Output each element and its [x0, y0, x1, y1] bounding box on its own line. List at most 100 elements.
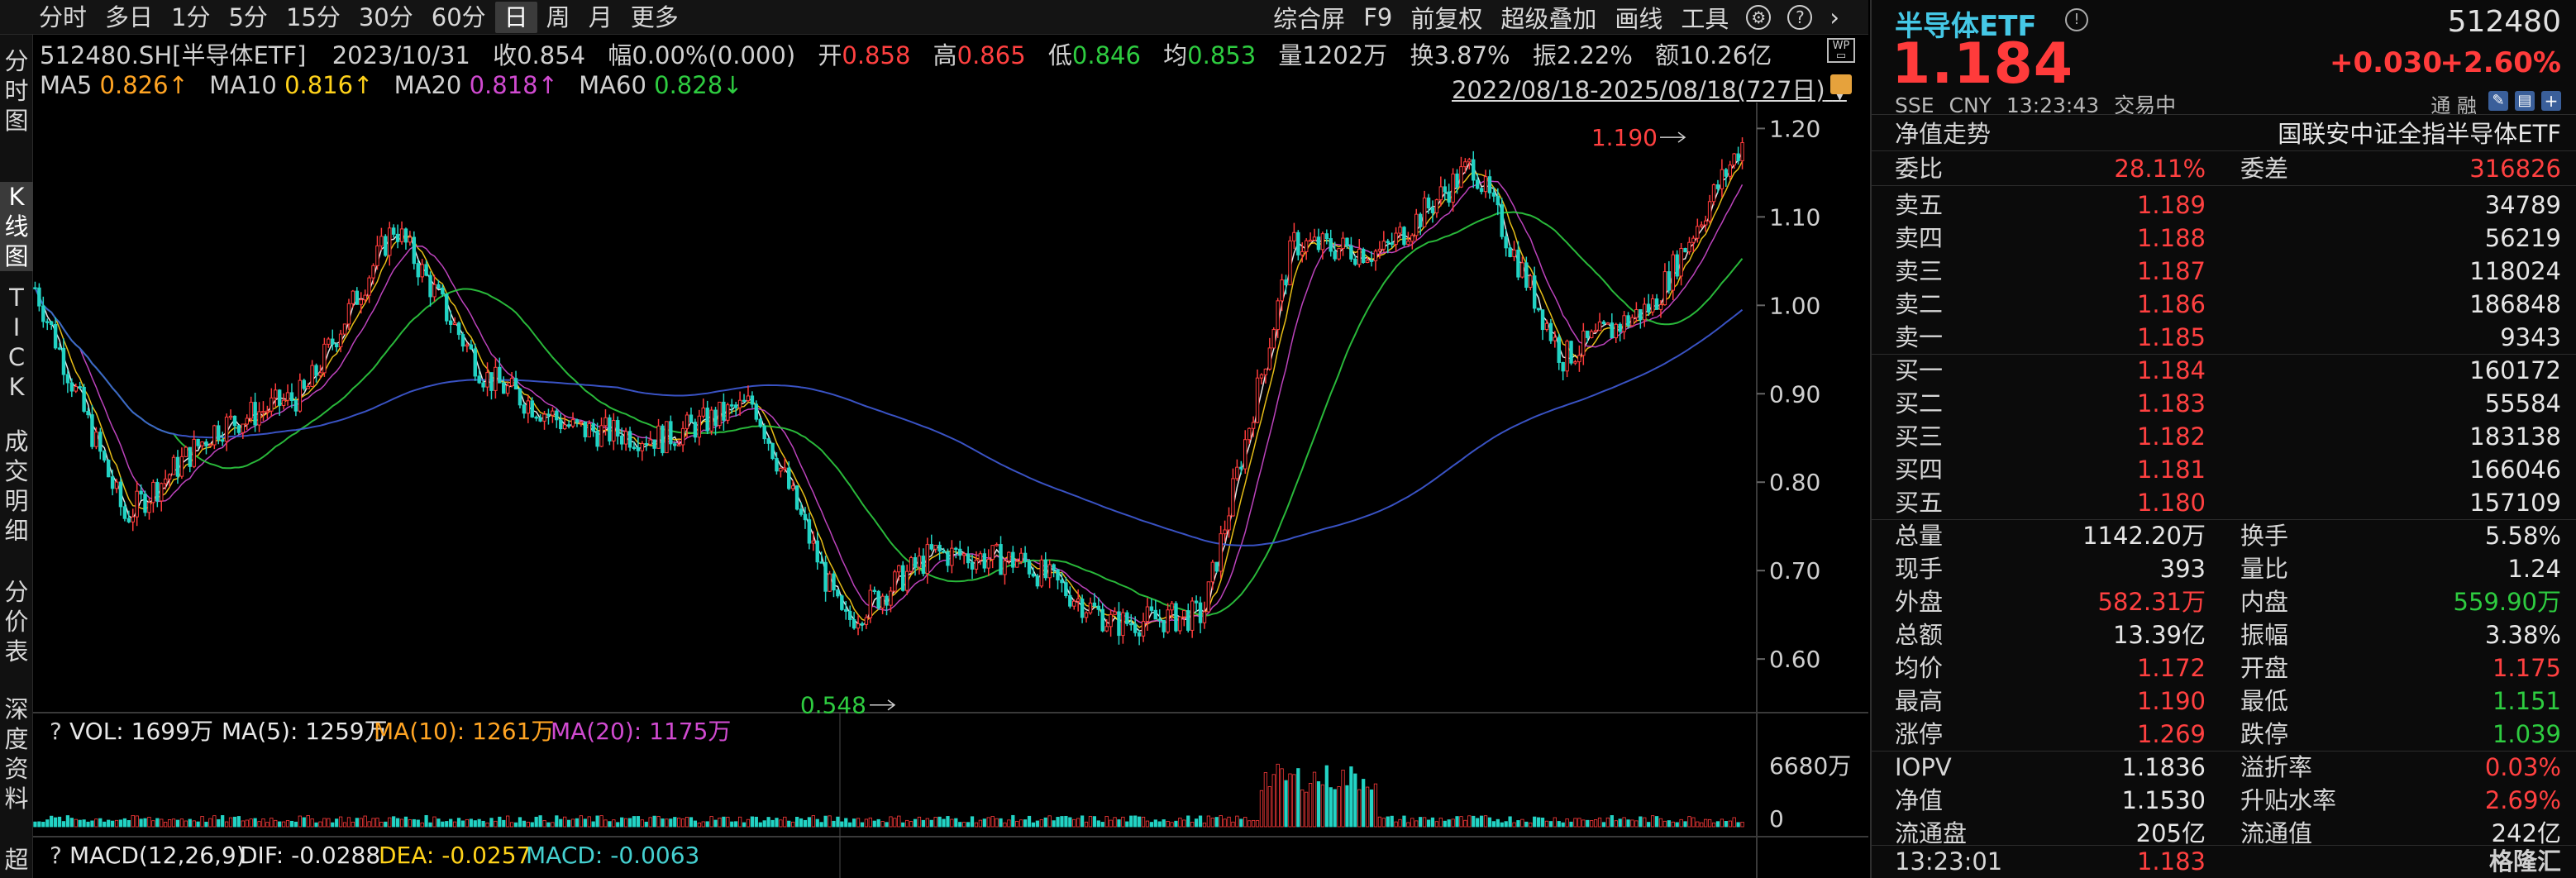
volume-bar [551, 822, 555, 828]
info-icon[interactable]: ! [2065, 8, 2088, 31]
candle-body [1643, 303, 1647, 321]
volume-bar [1377, 816, 1382, 828]
price-tick: 1.20 [1769, 115, 1820, 142]
candle-body [1516, 249, 1520, 278]
left-tab-char: 交 [4, 457, 29, 485]
nav-row[interactable]: 净值走势 国联安中证全指半导体ETF [1895, 117, 2561, 150]
volume-bar [538, 815, 542, 828]
price-annotations: 1.190 0.548 [800, 124, 1686, 719]
toolbar-tool[interactable]: 前复权 [1410, 5, 1483, 33]
stat-label: 量比 [2240, 555, 2289, 583]
candle-body [1500, 204, 1504, 237]
volume-bar [1365, 786, 1370, 828]
left-tab-char: 图 [4, 107, 29, 135]
period-tab[interactable]: 5分 [228, 3, 268, 31]
volume-bar [1605, 817, 1610, 828]
candle-body [456, 322, 461, 336]
volume-bar [1015, 821, 1019, 828]
candle-body [893, 571, 897, 592]
volume-bar [734, 821, 738, 828]
order-book-row[interactable]: 买二 1.183 55584 [1895, 387, 2561, 420]
volume-bar [428, 822, 432, 828]
period-tab[interactable]: 15分 [285, 3, 341, 31]
toolbar-tool[interactable]: 工具 [1681, 5, 1729, 33]
candle-body [995, 544, 999, 546]
date-range-selector[interactable]: 2022/08/18-2025/08/18(727日) ▼ [1452, 71, 1847, 106]
toolbar-tool[interactable]: F9 [1363, 3, 1393, 31]
order-book-row[interactable]: 买三 1.182 183138 [1895, 420, 2561, 453]
period-tab[interactable]: 周 [546, 3, 570, 31]
volume-bar [69, 818, 74, 828]
candle-body [737, 399, 742, 408]
left-tab[interactable]: 分价表 [0, 577, 33, 666]
period-tab[interactable]: 60分 [431, 3, 486, 31]
period-tab[interactable]: 分时 [39, 3, 88, 31]
volume-bar [1027, 815, 1032, 828]
candle-body [1586, 330, 1590, 338]
wp-icon[interactable]: WP ▭ [1827, 38, 1855, 63]
vol-help-icon[interactable]: ? [50, 718, 62, 745]
period-tab[interactable]: 30分 [358, 3, 413, 31]
candle-body [1687, 241, 1691, 253]
add-icon[interactable]: + [2541, 91, 2561, 111]
volume-bar [608, 821, 612, 828]
candle-body [257, 411, 261, 426]
volume-bar [1700, 822, 1704, 828]
min-arrow [870, 699, 896, 711]
candle-body [160, 483, 164, 502]
order-book-row[interactable]: 卖五 1.189 34789 [1895, 188, 2561, 222]
ma60-line [34, 211, 1744, 617]
period-tab[interactable]: 多日 [105, 3, 154, 31]
candle-body [591, 422, 595, 432]
order-book-row[interactable]: 卖一 1.185 9343 [1895, 321, 2561, 354]
chart-icon[interactable]: ▤ [2515, 91, 2535, 111]
macd-help-icon[interactable]: ? [50, 842, 62, 869]
volume-bar [1271, 774, 1276, 828]
order-book-row[interactable]: 卖三 1.187 118024 [1895, 255, 2561, 288]
order-book-row[interactable]: 买五 1.180 157109 [1895, 486, 2561, 519]
period-tab[interactable]: 1分 [171, 3, 211, 31]
left-tab[interactable]: 深度资料 [0, 694, 33, 814]
nav-trend-tab[interactable]: 净值走势 [1895, 120, 1992, 148]
order-book-row[interactable]: 卖二 1.186 186848 [1895, 288, 2561, 321]
candle-body [1365, 260, 1370, 263]
candle-body [1231, 478, 1235, 517]
order-book-row[interactable]: 买四 1.181 166046 [1895, 453, 2561, 486]
toolbar-tool[interactable]: 综合屏 [1273, 5, 1346, 33]
gear-icon[interactable]: ⚙ [1746, 5, 1772, 30]
candle-body [1018, 552, 1023, 562]
left-tab[interactable]: 超 [0, 845, 33, 875]
candle-body [270, 397, 274, 412]
lock-icon[interactable] [1830, 74, 1852, 94]
order-book-row[interactable]: 卖四 1.188 56219 [1895, 222, 2561, 255]
volume-bar [1092, 816, 1097, 828]
candle-body [236, 425, 241, 433]
candle-body [1593, 330, 1598, 332]
toolbar-tool[interactable]: 画线 [1615, 5, 1663, 33]
help-icon[interactable]: ? [1787, 5, 1813, 30]
order-book-row[interactable]: 买一 1.184 160172 [1895, 354, 2561, 387]
left-tab[interactable]: 分时图 [0, 46, 33, 136]
volume-bar [160, 818, 164, 828]
period-tab[interactable]: 月 [588, 3, 613, 31]
chevron-right-icon[interactable]: › [1829, 3, 1839, 31]
candle-body [799, 508, 804, 515]
period-tab[interactable]: 更多 [630, 3, 679, 31]
edit-icon[interactable]: ✎ [2488, 91, 2508, 111]
level-qty: 166046 [2469, 456, 2561, 484]
period-tab[interactable]: 日 [494, 2, 537, 33]
candle-body [1080, 599, 1085, 618]
security-name: 半导体ETF [1895, 10, 2037, 43]
volume-bar [1419, 817, 1423, 828]
left-tab[interactable]: 成交明细 [0, 427, 33, 546]
candle-body [327, 338, 331, 345]
toolbar-tool[interactable]: 超级叠加 [1500, 5, 1597, 33]
candle-body [513, 378, 518, 390]
candle-body [122, 506, 127, 519]
candle-body [783, 467, 787, 470]
candle-body [1472, 159, 1476, 181]
candle-body [1573, 361, 1577, 364]
kline-chart[interactable]: 1.201.101.000.900.800.700.60 1.1900.548 … [33, 103, 1868, 878]
